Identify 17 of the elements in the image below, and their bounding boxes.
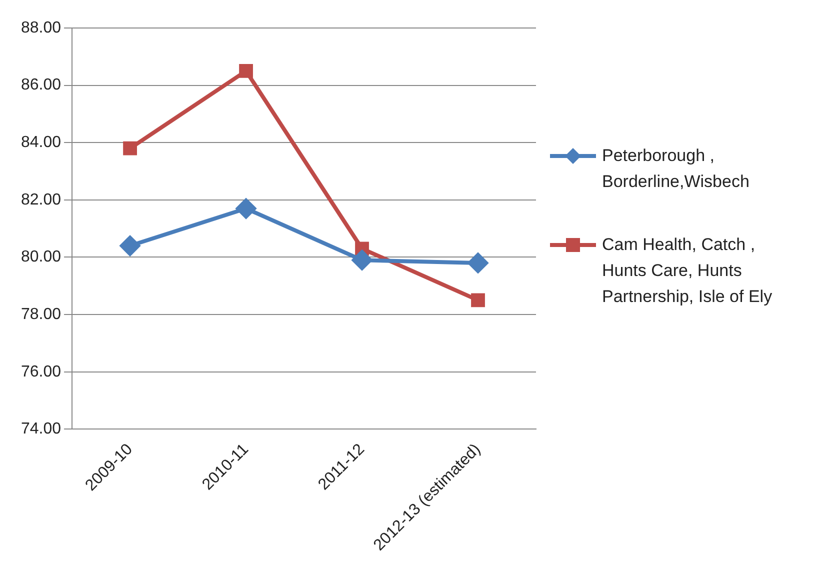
point: [352, 250, 372, 270]
point: [239, 64, 253, 78]
point: [236, 198, 256, 219]
point: [468, 252, 488, 273]
y-tick-label: 82.00: [20, 191, 62, 208]
y-tick-label: 84.00: [20, 134, 62, 152]
y-tick-label: 74.00: [20, 420, 62, 438]
y-tick-label: 88.00: [20, 19, 62, 36]
point: [120, 236, 140, 256]
point: [471, 293, 485, 308]
legend-label: Peterborough , Borderline,Wisbech: [602, 145, 750, 193]
y-tick-label: 86.00: [20, 76, 62, 94]
point: [123, 141, 137, 156]
legend-label: Cam Health, Catch , Hunts Care, Hunts Partnership, Isle of Ely: [602, 234, 774, 308]
y-tick-label: 80.00: [20, 248, 62, 266]
y-tick-label: 76.00: [20, 363, 62, 380]
y-tick-label: 78.00: [20, 306, 62, 323]
